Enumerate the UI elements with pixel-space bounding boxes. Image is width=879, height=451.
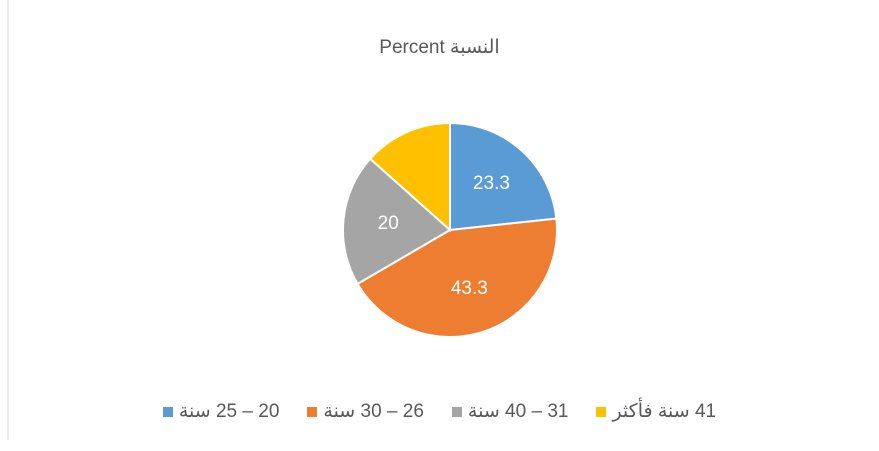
legend-label: 26 – 30 سنة [323,401,424,422]
data-label: 20 [378,213,399,234]
legend-label: 41 سنة فأكثر [612,401,717,422]
legend-item: 26 – 30 سنة [307,400,424,423]
legend-swatch [451,406,462,417]
data-label: 23.3 [473,173,510,194]
legend-swatch [596,406,607,417]
legend-swatch [162,406,173,417]
title-box: النسبة Percent [0,36,879,59]
legend-item: 31 – 40 سنة [451,400,569,423]
legend-label: 31 – 40 سنة [467,401,569,422]
legend-label: 20 – 25 سنة [178,401,280,422]
pie-slice [356,217,558,338]
pie-slice [342,157,452,286]
legend-swatch [307,406,318,417]
legend-item: 41 سنة فأكثر [596,400,716,423]
legend: 20 – 25 سنة 26 – 30 سنة 31 – 40 سنة 41 سنة … [0,400,879,423]
pie-slice [368,121,451,233]
pie-slice [449,121,558,232]
data-label: 43.3 [451,278,488,299]
legend-item: 20 – 25 سنة [162,400,280,423]
chart-title: النسبة Percent [379,37,500,58]
